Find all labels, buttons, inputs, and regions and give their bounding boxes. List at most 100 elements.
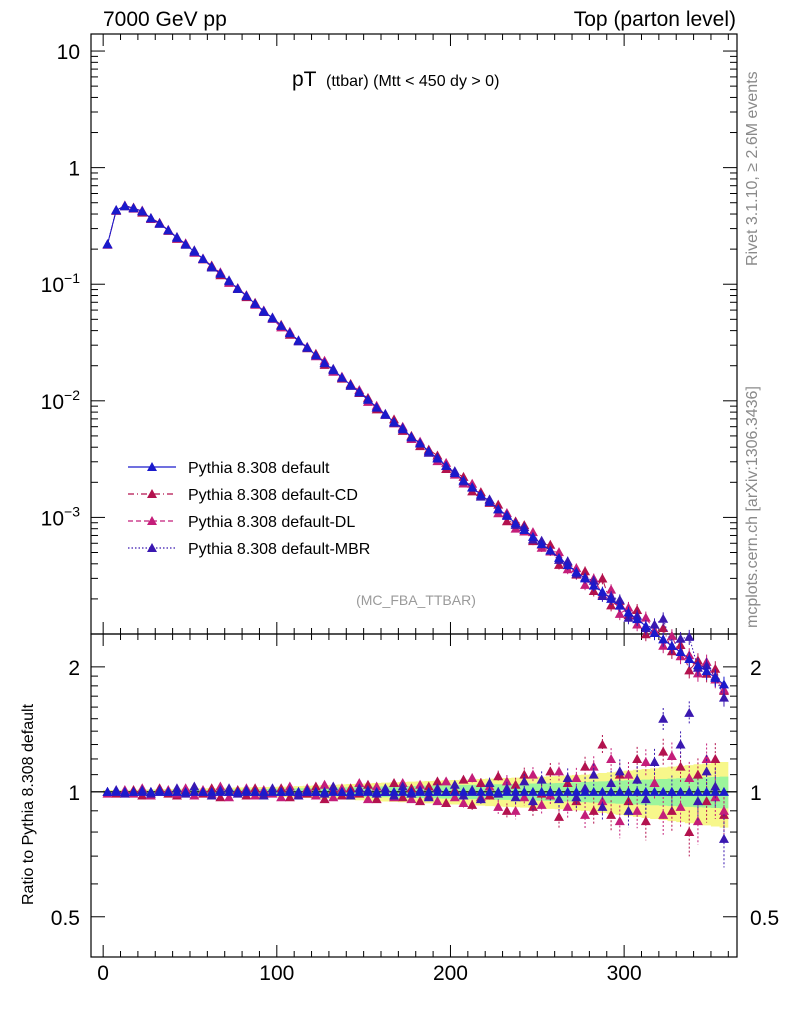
y-tick-label: 10−1 xyxy=(41,270,81,297)
ratio-point xyxy=(554,786,565,796)
ratio-point xyxy=(180,786,191,796)
data-point xyxy=(640,621,651,631)
main-line xyxy=(107,205,725,698)
ratio-point xyxy=(649,756,660,766)
data-point xyxy=(128,203,139,213)
ratio-point xyxy=(119,786,130,796)
data-point xyxy=(675,647,686,657)
ratio-point xyxy=(449,779,460,789)
ratio-point xyxy=(319,786,330,796)
ratio-point xyxy=(380,786,391,796)
ratio-point xyxy=(623,769,634,779)
ratio-point xyxy=(684,827,695,837)
ratio-point xyxy=(597,739,608,749)
ratio-point xyxy=(467,772,478,782)
ratio-point xyxy=(692,816,703,826)
ratio-point xyxy=(475,794,486,804)
data-point xyxy=(336,372,347,382)
ratio-point xyxy=(614,766,625,776)
ratio-y-tick-label: 2 xyxy=(68,657,80,680)
data-point xyxy=(328,365,339,375)
ratio-point xyxy=(441,786,452,796)
legend: Pythia 8.308 default Pythia 8.308 default… xyxy=(128,460,370,558)
ratio-point xyxy=(250,786,261,796)
data-point xyxy=(180,239,191,249)
ratio-point xyxy=(632,805,643,815)
legend-marker xyxy=(147,516,157,525)
ratio-point xyxy=(111,786,122,796)
ratio-point xyxy=(501,786,512,796)
ratio-point xyxy=(701,796,712,806)
ratio-point xyxy=(562,801,573,811)
y-tick-label: 10−3 xyxy=(41,503,81,530)
ratio-point xyxy=(527,786,538,796)
data-point xyxy=(580,579,591,589)
ratio-point xyxy=(692,769,703,779)
data-point xyxy=(545,545,556,555)
data-point xyxy=(397,424,408,434)
ratio-point xyxy=(276,786,287,796)
ratio-point xyxy=(501,776,512,786)
ratio-point xyxy=(493,786,504,796)
ratio-point xyxy=(328,786,339,796)
data-point xyxy=(406,431,417,441)
ratio-point xyxy=(632,774,643,784)
legend-label: Pythia 8.308 default-DL xyxy=(188,514,355,531)
ratio-point xyxy=(449,786,460,796)
ratio-point xyxy=(510,805,521,815)
y-tick-label: 10 xyxy=(57,41,80,64)
ratio-point xyxy=(328,792,339,802)
data-point xyxy=(501,516,512,526)
ratio-point xyxy=(467,786,478,796)
data-point xyxy=(710,672,721,682)
ratio-point xyxy=(397,792,408,802)
ratio-frame xyxy=(90,633,738,958)
ratio-point xyxy=(319,794,330,804)
ratio-point xyxy=(536,786,547,796)
analysis-annotation: (MC_FBA_TTBAR) xyxy=(356,592,476,608)
ratio-point xyxy=(710,781,721,791)
ratio-point xyxy=(571,786,582,796)
data-point xyxy=(449,468,460,478)
ratio-point xyxy=(467,799,478,809)
x-tick-label: 100 xyxy=(259,962,294,985)
data-point xyxy=(684,631,695,641)
ratio-point xyxy=(701,766,712,776)
ratio-point xyxy=(397,781,408,791)
data-point xyxy=(614,600,625,610)
data-point xyxy=(232,283,243,293)
ratio-point xyxy=(362,786,373,796)
y-tick-exponent: −2 xyxy=(64,387,80,403)
ratio-point xyxy=(658,713,669,723)
data-point xyxy=(441,460,452,470)
data-point xyxy=(475,489,486,499)
ratio-point xyxy=(163,786,174,796)
ratio-point xyxy=(588,761,599,771)
data-point xyxy=(206,261,217,271)
data-point xyxy=(250,298,261,308)
data-point xyxy=(198,253,209,263)
ratio-y-tick-label-right: 2 xyxy=(750,657,762,680)
data-point xyxy=(658,623,669,633)
ratio-point xyxy=(128,786,139,796)
data-point xyxy=(562,560,573,570)
data-point xyxy=(284,328,295,338)
data-point xyxy=(536,539,547,549)
ratio-point xyxy=(397,786,408,796)
x-tick-label: 200 xyxy=(433,962,468,985)
ratio-y-tick-label: 1 xyxy=(68,782,80,805)
ratio-point xyxy=(545,786,556,796)
ratio-point xyxy=(423,786,434,796)
ratio-point xyxy=(336,786,347,796)
ratio-point xyxy=(675,786,686,796)
ratio-point xyxy=(484,786,495,796)
ratio-point xyxy=(362,794,373,804)
data-point xyxy=(276,320,287,330)
ratio-point xyxy=(432,776,443,786)
ratio-point xyxy=(571,772,582,782)
legend-marker xyxy=(147,462,157,471)
ratio-point xyxy=(224,786,235,796)
ratio-point xyxy=(710,786,721,796)
ratio-point xyxy=(536,774,547,784)
data-point xyxy=(666,630,677,640)
